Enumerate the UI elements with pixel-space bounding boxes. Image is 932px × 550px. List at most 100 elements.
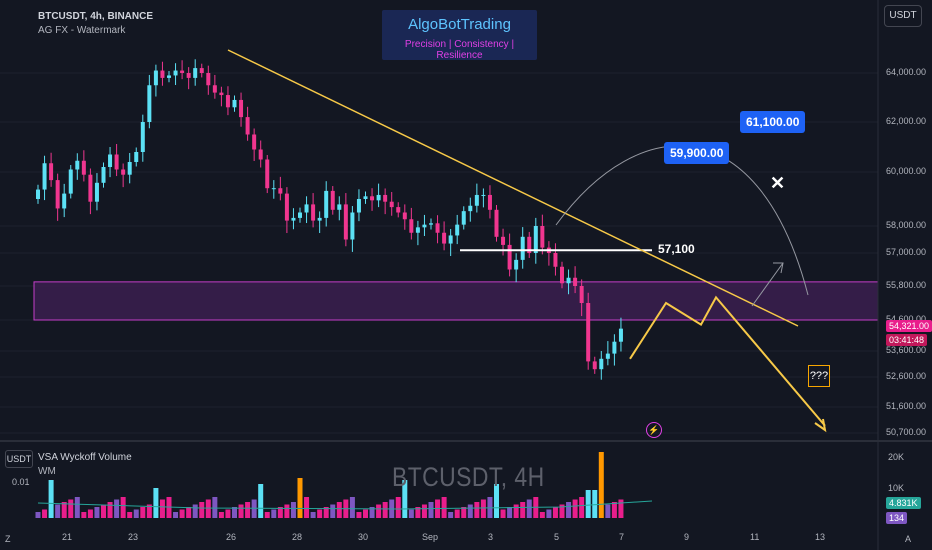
volume-indicator-name: VSA Wyckoff Volume [38, 452, 132, 463]
candle-body [396, 207, 401, 213]
volume-bar [461, 507, 467, 518]
volume-bar [513, 504, 519, 518]
volume-unit-button[interactable]: USDT [5, 450, 33, 468]
time-axis-label: 7 [619, 532, 625, 542]
volume-watermark: BTCUSDT, 4H [392, 462, 545, 492]
volume-bar [579, 497, 585, 518]
target-callout-59900[interactable]: 59,900.00 [664, 142, 730, 164]
candle-body [605, 353, 610, 359]
volume-bar [146, 504, 152, 518]
candle-body [42, 163, 47, 190]
candle-body [127, 162, 132, 175]
volume-bar [520, 502, 526, 518]
volume-bar [585, 490, 591, 518]
candle-body [219, 92, 224, 96]
volume-bar [454, 509, 460, 518]
volume-bar [323, 507, 329, 518]
volume-bar [441, 497, 447, 518]
volume-bar [271, 509, 277, 518]
candle-body [81, 160, 86, 175]
candle-body [376, 194, 381, 201]
volume-bar [467, 504, 473, 518]
candle-body [94, 182, 99, 202]
volume-bar [474, 502, 480, 518]
volume-bar [598, 452, 604, 518]
candle-body [533, 226, 538, 253]
current-price-tag: 54,321.00 [886, 320, 932, 332]
volume-ma-tag: 134 [886, 512, 908, 524]
volume-bar [186, 507, 192, 518]
candle-body [68, 169, 73, 194]
volume-bar [376, 504, 382, 518]
candle-body [153, 70, 158, 86]
volume-bar [68, 499, 74, 518]
candle-body [573, 277, 578, 286]
candle-body [284, 193, 289, 221]
chart-settings-z[interactable]: Z [5, 534, 11, 544]
candle-body [49, 163, 54, 181]
candle-body [252, 134, 257, 150]
volume-bar [42, 509, 48, 518]
time-axis-label: 21 [62, 532, 73, 542]
candle-body [343, 204, 348, 240]
volume-bar [408, 509, 414, 518]
candle-body [271, 188, 276, 190]
volume-tag: 4.831K [886, 497, 921, 509]
candle-body [487, 194, 492, 210]
candle-body [147, 85, 152, 122]
bolt-icon[interactable]: ⚡ [646, 422, 662, 438]
brand-banner: AlgoBotTrading Precision | Consistency |… [382, 10, 537, 61]
volume-bar [153, 488, 159, 518]
candle-body [121, 169, 126, 175]
price-axis-label: 64,000.00 [886, 67, 927, 77]
candle-body [206, 73, 211, 86]
volume-bar [572, 499, 578, 518]
time-axis-label: 23 [128, 532, 139, 542]
volume-bar [304, 497, 310, 518]
target-arc [555, 145, 809, 296]
price-axis-label: 50,700.00 [886, 427, 927, 437]
brand-title: AlgoBotTrading [408, 16, 511, 33]
volume-bar [494, 484, 499, 518]
volume-bar [421, 504, 427, 518]
candle-body [527, 236, 532, 253]
question-box: ??? [808, 365, 830, 387]
candle-body [481, 194, 486, 196]
volume-bar [507, 507, 513, 518]
time-axis-label: 26 [226, 532, 237, 542]
candle-body [232, 99, 237, 108]
volume-bar [290, 502, 296, 518]
candle-body [167, 75, 171, 78]
volume-bar [369, 507, 375, 518]
candle-body [612, 341, 617, 354]
volume-bar [611, 502, 617, 518]
candle-body [356, 199, 361, 213]
volume-bar [225, 509, 231, 518]
currency-button[interactable]: USDT [884, 5, 922, 27]
volume-bar [120, 497, 126, 518]
target-callout-61100[interactable]: 61,100.00 [740, 111, 806, 133]
candle-body [245, 117, 250, 135]
alt-projection-line [751, 262, 784, 307]
candle-body [566, 277, 571, 284]
candle-body [239, 99, 244, 118]
auto-scale-a[interactable]: A [905, 534, 912, 544]
volume-bar [258, 484, 264, 518]
candle-body [160, 70, 165, 78]
candle-body [592, 361, 597, 370]
volume-bar [238, 504, 244, 518]
candle-body [370, 196, 375, 201]
candle-body [560, 266, 564, 284]
volume-bar [277, 507, 283, 518]
candle-body [55, 180, 60, 209]
volume-bar [245, 502, 251, 518]
volume-bar [94, 507, 100, 518]
candle-body [540, 226, 545, 248]
symbol-title: BTCUSDT, 4h, BINANCE [38, 11, 154, 22]
volume-bar [192, 504, 198, 518]
candles [36, 59, 623, 380]
time-axis-label: 13 [815, 532, 826, 542]
volume-bar [317, 509, 323, 518]
candle-body [278, 188, 283, 194]
candle-body [186, 73, 191, 78]
